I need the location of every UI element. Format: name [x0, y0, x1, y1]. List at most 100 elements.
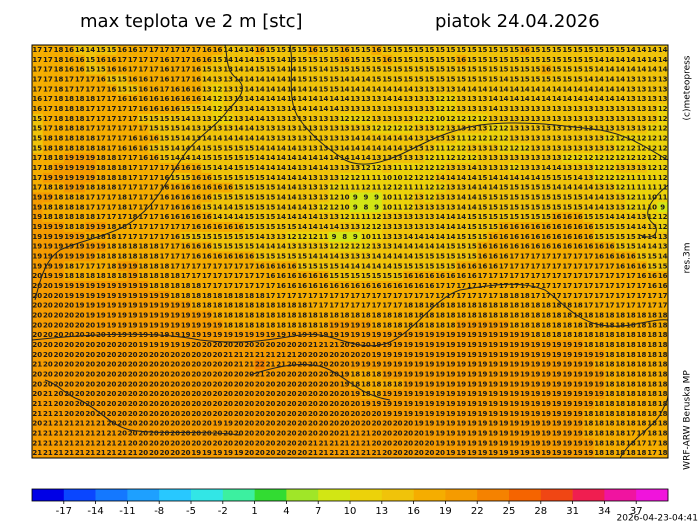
cell — [180, 320, 192, 331]
cell — [95, 271, 107, 282]
cell-value: 18 — [372, 321, 382, 329]
cell-value: 18 — [403, 302, 413, 310]
cell — [392, 222, 404, 233]
cell — [371, 241, 383, 252]
cell — [424, 182, 436, 193]
cell-value: 12 — [350, 174, 360, 182]
cell-value: 20 — [138, 361, 148, 369]
cell — [477, 251, 489, 262]
cell — [138, 369, 149, 380]
cell-value: 20 — [181, 390, 191, 398]
cell-value: 12 — [647, 125, 657, 133]
cell — [169, 241, 181, 252]
cell — [297, 182, 308, 193]
cell-value: 17 — [96, 262, 106, 270]
cell — [530, 330, 542, 341]
cell — [32, 379, 43, 390]
cell-value: 17 — [244, 272, 254, 280]
cell — [646, 271, 658, 282]
cell — [593, 74, 605, 85]
cell-value: 19 — [446, 370, 456, 378]
cell-value: 14 — [350, 262, 360, 270]
cell-value: 14 — [213, 203, 223, 211]
cell — [127, 54, 139, 65]
cell-value: 13 — [626, 164, 636, 172]
cell-value: 20 — [393, 449, 403, 457]
cell — [63, 192, 75, 203]
cell — [498, 163, 510, 174]
cell — [74, 310, 86, 321]
cell-value: 14 — [234, 75, 244, 83]
cell-value: 19 — [96, 223, 106, 231]
cell-value: 19 — [509, 341, 519, 349]
cell — [615, 300, 626, 311]
cell — [169, 222, 181, 233]
cell-value: 18 — [107, 233, 117, 241]
cell-value: 20 — [255, 449, 265, 457]
cell-value: 14 — [594, 66, 604, 74]
cell-value: 19 — [403, 390, 413, 398]
cell-value: 20 — [403, 420, 413, 428]
cell-value: 14 — [319, 252, 329, 260]
cell — [254, 153, 266, 164]
cell — [74, 251, 86, 262]
cell-value: 17 — [107, 134, 117, 142]
cell — [127, 172, 139, 183]
cell-value: 14 — [594, 193, 604, 201]
cell-value: 15 — [266, 66, 276, 74]
cell-value: 19 — [393, 400, 403, 408]
cell — [519, 54, 531, 65]
cell — [392, 300, 404, 311]
cell-value: 15 — [244, 233, 254, 241]
cell-value: 13 — [446, 203, 456, 211]
cell — [63, 438, 75, 449]
cell-value: 12 — [403, 174, 413, 182]
cell-value: 13 — [499, 154, 509, 162]
cell — [392, 448, 404, 459]
cell-value: 18 — [191, 282, 201, 290]
cell — [466, 428, 478, 439]
cell — [371, 261, 383, 272]
cell-value: 15 — [350, 56, 360, 64]
cell-value: 11 — [647, 174, 657, 182]
cell — [498, 104, 510, 115]
cell — [95, 182, 107, 193]
cell-value: 20 — [107, 361, 117, 369]
cell — [540, 399, 552, 410]
cell — [106, 399, 118, 410]
cell — [434, 143, 446, 154]
cell-value: 19 — [54, 243, 64, 251]
cell — [32, 222, 43, 233]
cell — [615, 271, 626, 282]
cell — [275, 399, 287, 410]
cell — [254, 123, 266, 134]
cell-value: 13 — [319, 134, 329, 142]
cell-value: 16 — [647, 282, 657, 290]
cell — [509, 389, 520, 400]
cell-value: 19 — [170, 302, 180, 310]
cell-value: 20 — [181, 420, 191, 428]
cell — [646, 438, 658, 449]
cell-value: 13 — [234, 85, 244, 93]
cell-value: 16 — [107, 85, 117, 93]
cell-value: 13 — [626, 85, 636, 93]
cell — [445, 84, 457, 95]
cell — [265, 389, 277, 400]
cell-value: 19 — [435, 400, 445, 408]
cell — [42, 163, 54, 174]
cell-value: 12 — [435, 164, 445, 172]
cell — [572, 399, 584, 410]
cell-value: 12 — [446, 154, 456, 162]
cell-value: 19 — [361, 321, 371, 329]
cell — [254, 45, 266, 56]
cell — [297, 290, 308, 301]
cell — [318, 438, 330, 449]
cell-value: 20 — [425, 449, 435, 457]
cell — [116, 104, 128, 115]
cell-value: 12 — [658, 164, 668, 172]
cell-value: 13 — [658, 95, 668, 103]
cell-value: 14 — [478, 85, 488, 93]
cell — [540, 320, 552, 331]
cell — [339, 104, 351, 115]
cell — [116, 153, 128, 164]
